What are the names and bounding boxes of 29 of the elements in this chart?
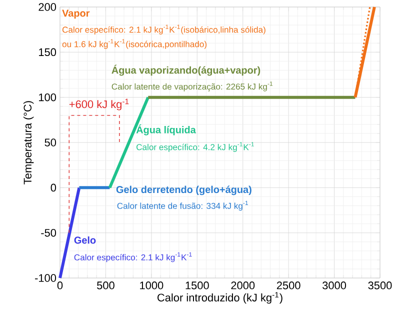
x-tick-label: 2000 [231,282,255,290]
annotation: +600 kJ kg$^{-1}$ [69,98,129,110]
annotation: Calor específico: 2.1 kJ kg$^{-1}$K$^{-1}$(isobárico,linha sólida) [62,24,266,34]
annotation: Calor latente de fusão: 334 kJ kg$^{-1}$ [117,200,248,211]
x-axis-title: Calor introduzido (kJ kg$^{-1}$) [158,292,282,304]
x-tick-label: 3500 [368,282,392,290]
annotation: Calor específico: 4.2 kJ kg$^{-1}$K$^{-1}$ [136,142,254,152]
annotation: ou 1.6 kJ kg$^{-1}$K$^{-1}$(isocórica,pontilhado) [62,39,206,49]
series-label: Água líquida [136,124,196,136]
text: Água vaporizando(água+vapor) [112,64,260,76]
x-tick-label: 2500 [276,282,300,290]
series-label: Gelo [74,236,96,244]
y-axis-title: Temperatura (°C) [23,101,34,184]
y-tick-label: -100 [35,274,56,282]
annotation: Calor latente de vaporização: 2265 kJ kg$^{-1}$ [112,82,273,92]
y-tick-label: 0 [50,184,56,192]
y-tick-label: 100 [39,93,56,102]
text: Vapor [62,10,90,19]
y-tick-label: 50 [44,138,56,146]
y-tick-label: 150 [39,48,56,56]
x-tick-label: 1000 [140,282,164,290]
x-tick-label: 500 [97,282,114,290]
y-tick-label: 200 [38,3,56,11]
x-tick-label: 1500 [186,282,209,290]
annotation: Calor específico: 2.1 kJ kg$^{-1}$K$^{-1}$ [74,252,192,262]
x-tick-label: 0 [57,282,63,290]
y-tick-label: -50 [41,228,56,237]
x-tick-label: 3000 [322,282,346,290]
series-label: Gelo derretendo (gelo+água) [116,186,252,196]
